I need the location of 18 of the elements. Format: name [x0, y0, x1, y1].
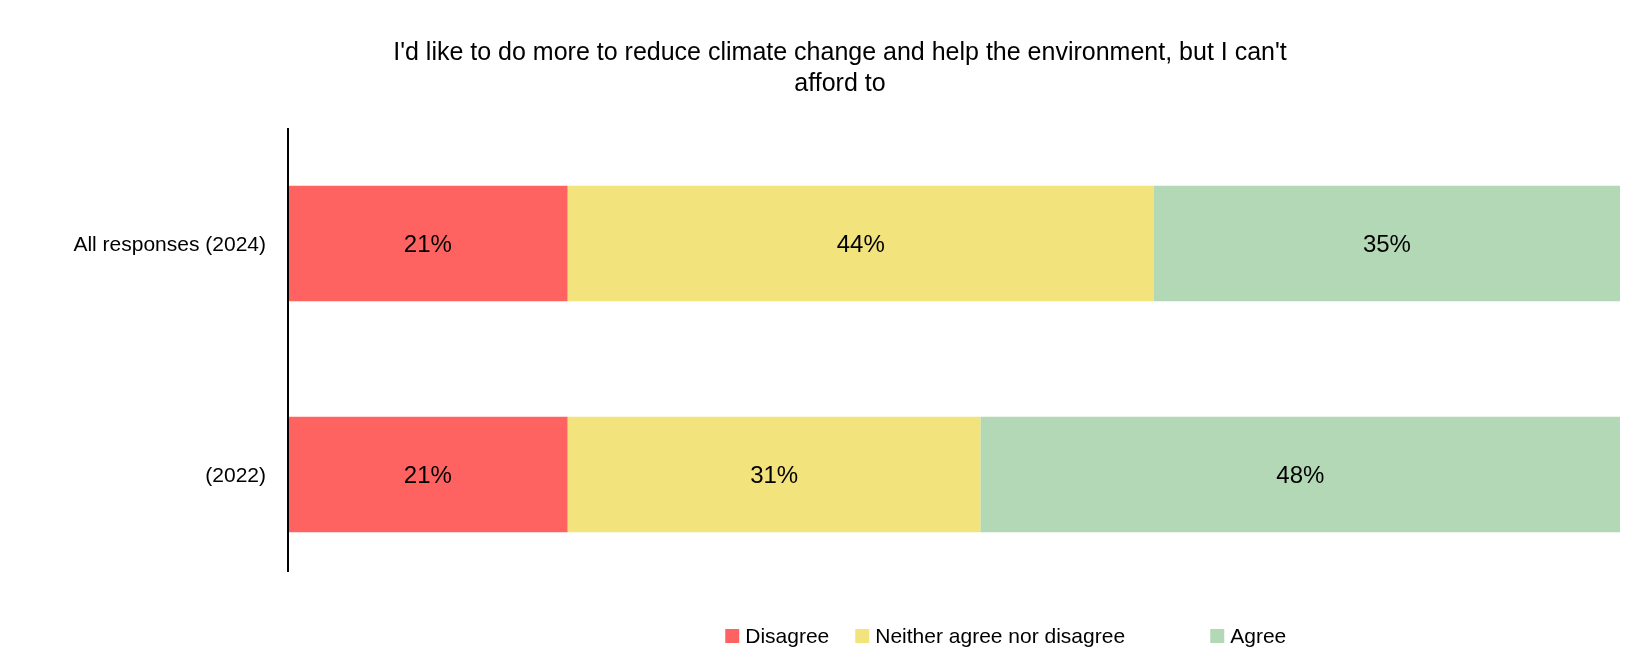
legend-label: Neither agree nor disagree — [875, 624, 1126, 648]
bar — [980, 416, 1620, 533]
bar — [288, 185, 568, 302]
legend-label: Agree — [1230, 624, 1287, 648]
legend-label: Disagree — [745, 624, 830, 648]
data-label: 44% — [836, 229, 885, 257]
bar — [288, 416, 568, 533]
data-label: 48% — [1276, 460, 1325, 488]
data-label: 35% — [1362, 229, 1411, 257]
bar — [567, 416, 981, 533]
chart-title: I'd like to do more to reduce climate change and help the environment, but I can't afford to — [393, 37, 1287, 96]
bar — [1153, 185, 1620, 302]
data-label: 31% — [750, 460, 799, 488]
bar — [567, 185, 1154, 302]
y-tick-label: (2022) — [205, 462, 266, 486]
y-tick-label: All responses (2024) — [73, 231, 266, 255]
data-label: 21% — [403, 229, 452, 257]
data-label: 21% — [403, 460, 452, 488]
